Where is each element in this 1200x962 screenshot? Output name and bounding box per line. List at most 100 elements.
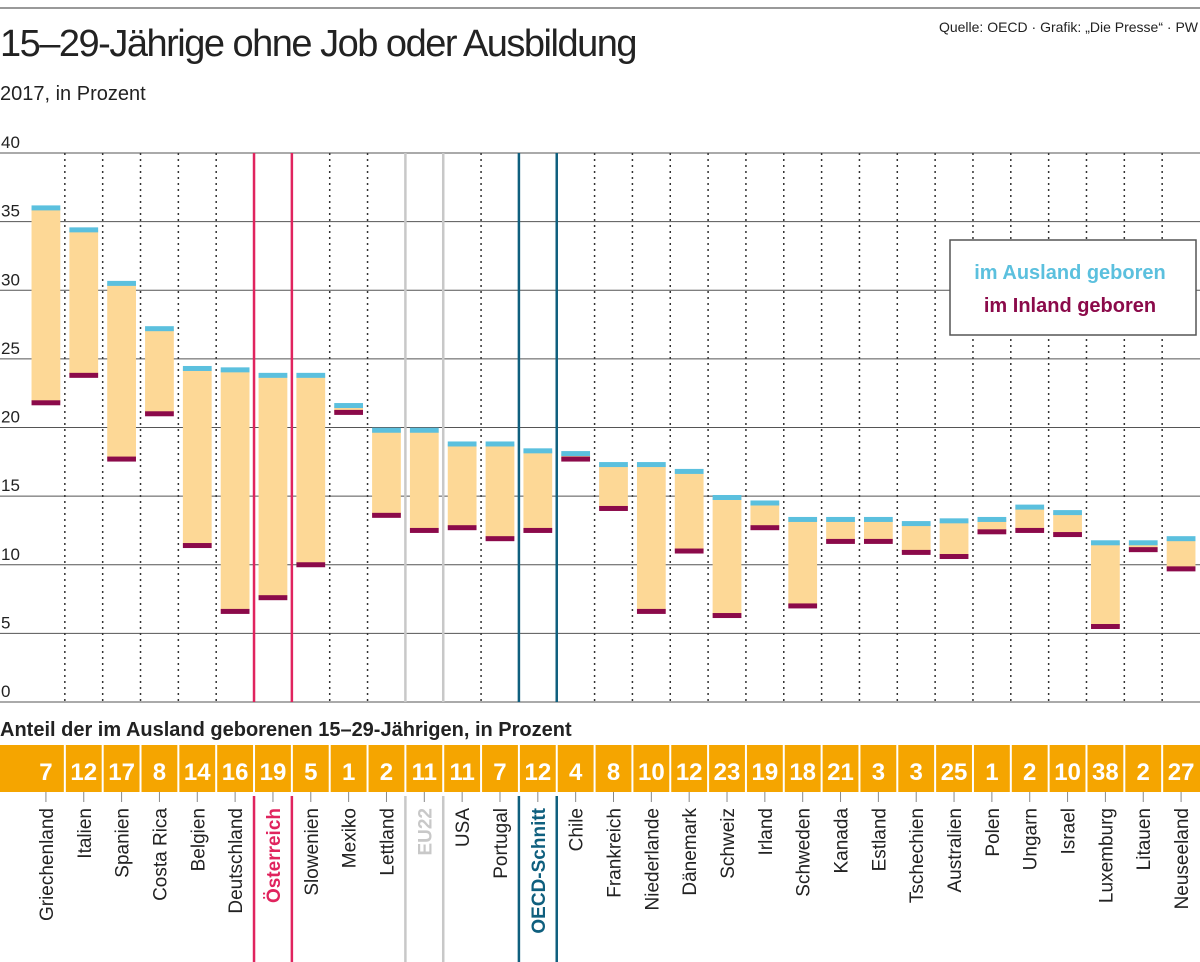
marker: [258, 372, 288, 378]
x-tick-label: Belgien: [188, 808, 209, 871]
share-value: 19: [752, 759, 779, 786]
legend-label: im Ausland geboren: [974, 262, 1166, 284]
range-bar: [561, 453, 591, 460]
marker: [939, 518, 969, 524]
share-value: 12: [676, 759, 703, 786]
x-tick-label: Neuseeland: [1172, 808, 1193, 909]
range-bar: [220, 369, 250, 612]
marker: [1015, 504, 1045, 510]
y-tick-label: 15: [1, 476, 20, 495]
share-value: 23: [714, 759, 741, 786]
range-bar: [107, 283, 136, 460]
y-tick-label: 20: [1, 408, 20, 427]
marker: [107, 280, 136, 286]
x-tick-label: Kanada: [832, 808, 853, 874]
range-bar: [31, 207, 61, 403]
range-bar: [863, 519, 893, 542]
x-tick-label: Ungarn: [1021, 808, 1042, 870]
y-tick-label: 35: [1, 202, 20, 221]
x-tick-label: Irland: [756, 808, 777, 856]
range-bar: [939, 520, 969, 557]
x-tick-label: Polen: [983, 808, 1004, 857]
marker: [712, 613, 742, 619]
x-tick-label: Tschechien: [907, 808, 928, 903]
share-value: 2: [1023, 759, 1036, 786]
x-tick-label: Australien: [945, 808, 966, 893]
share-value: 14: [184, 759, 211, 786]
marker: [409, 527, 439, 533]
share-value: 19: [260, 759, 287, 786]
share-title: Anteil der im Ausland geborenen 15–29-Jä…: [0, 719, 572, 741]
x-tick-label: Deutschland: [226, 808, 247, 914]
x-tick-label: Israel: [1059, 808, 1080, 854]
share-value: 25: [941, 759, 968, 786]
marker: [788, 516, 818, 522]
marker: [674, 468, 704, 474]
marker: [561, 456, 591, 462]
share-value: 3: [910, 759, 923, 786]
share-value: 3: [872, 759, 885, 786]
x-tick-label: Österreich: [264, 808, 285, 903]
marker: [561, 451, 591, 457]
range-bar: [901, 523, 931, 553]
marker: [1053, 510, 1082, 516]
marker: [296, 372, 326, 378]
x-tick-label: Costa Rica: [150, 808, 171, 901]
chart-subtitle: 2017, in Prozent: [0, 83, 146, 105]
marker: [1015, 527, 1045, 533]
marker: [788, 603, 818, 609]
share-value: 27: [1168, 759, 1195, 786]
share-value: 7: [493, 759, 506, 786]
marker: [447, 525, 477, 531]
share-value: 10: [638, 759, 665, 786]
marker: [1053, 532, 1082, 538]
marker: [447, 441, 477, 447]
marker: [977, 516, 1007, 522]
x-tick-label: Italien: [75, 808, 96, 859]
marker: [182, 543, 212, 549]
marker: [334, 409, 364, 415]
x-tick-label: Estland: [869, 808, 890, 871]
x-tick-label: Slowenien: [302, 808, 323, 896]
marker: [939, 554, 969, 560]
marker: [296, 562, 326, 568]
share-value: 21: [827, 759, 854, 786]
range-bar: [447, 443, 477, 528]
marker: [145, 411, 174, 417]
share-value: 8: [153, 759, 166, 786]
marker: [182, 365, 212, 371]
marker: [599, 505, 628, 511]
marker: [1128, 540, 1158, 546]
range-bar: [372, 430, 401, 516]
y-tick-label: 30: [1, 270, 20, 289]
marker: [485, 441, 515, 447]
x-tick-label: Niederlande: [642, 808, 663, 910]
range-bar: [182, 368, 212, 546]
y-tick-label: 10: [1, 545, 20, 564]
marker: [977, 529, 1007, 535]
range-bar: [485, 443, 515, 539]
marker: [750, 500, 780, 506]
share-value: 8: [607, 759, 620, 786]
x-tick-label: Frankreich: [605, 808, 626, 898]
range-bar: [788, 519, 818, 606]
marker: [674, 548, 704, 554]
x-tick-label: Mexiko: [340, 808, 361, 868]
range-bar: [674, 471, 704, 552]
range-bar: [1053, 512, 1082, 535]
share-value: 16: [222, 759, 249, 786]
marker: [863, 516, 893, 522]
x-tick-label: Schweden: [794, 808, 815, 897]
share-value: 11: [449, 759, 474, 786]
x-tick-label: Luxemburg: [1096, 808, 1117, 903]
x-tick-label: Schweiz: [718, 808, 739, 879]
marker: [372, 427, 401, 433]
marker: [220, 367, 250, 373]
range-bar: [712, 497, 742, 616]
x-tick-label: Portugal: [491, 808, 512, 879]
y-tick-label: 25: [1, 339, 20, 358]
share-value: 18: [789, 759, 816, 786]
x-tick-label: USA: [453, 808, 474, 847]
y-tick-label: 0: [1, 682, 10, 701]
